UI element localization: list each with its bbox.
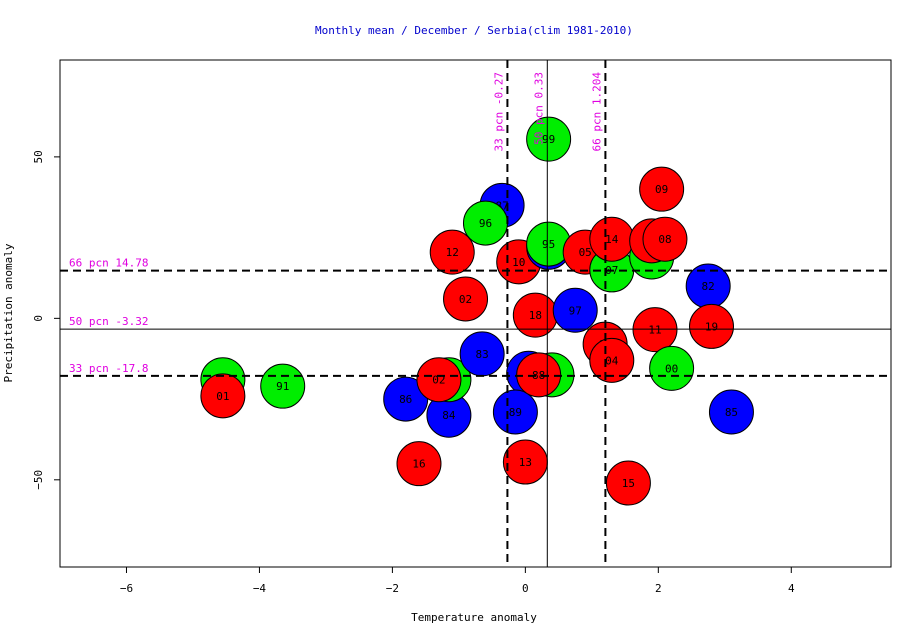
x-tick-label: −4 [253, 582, 267, 595]
plot-frame [59, 59, 892, 568]
point-label: 13 [519, 456, 532, 469]
x-tick-label: −6 [120, 582, 133, 595]
vline-label: 50 pcn 0.33 [532, 72, 545, 145]
data-point-15 [605, 460, 651, 506]
data-point-97 [552, 287, 598, 333]
point-label: 86 [399, 393, 412, 406]
point-label: 14 [605, 233, 619, 246]
point-label: 88 [532, 369, 545, 382]
data-point-02 [443, 276, 489, 322]
data-point-12 [429, 229, 475, 275]
data-point-02 [416, 357, 462, 403]
point-label: 84 [442, 409, 456, 422]
point-label: 02 [459, 293, 472, 306]
point-label: 10 [512, 256, 525, 269]
hline-label: 66 pcn 14.78 [69, 257, 148, 270]
hline-label: 33 pcn -17.8 [69, 362, 148, 375]
x-tick-label: 0 [522, 582, 529, 595]
point-label: 97 [569, 304, 582, 317]
point-label: 16 [412, 458, 425, 471]
point-label: 12 [446, 246, 459, 259]
point-label: 00 [665, 362, 678, 375]
data-point-16 [396, 441, 442, 487]
data-point-99 [526, 116, 572, 162]
x-axis-label: Temperature anomaly [411, 611, 537, 624]
vline-label: 66 pcn 1.204 [590, 72, 603, 152]
data-point-89 [492, 389, 538, 435]
data-point-04 [589, 337, 635, 383]
point-label: 04 [605, 354, 619, 367]
data-point-11 [632, 307, 678, 353]
point-label: 18 [529, 309, 542, 322]
point-label: 91 [276, 380, 289, 393]
plot-area: −6−4−2024−500509801918616842202120287968… [32, 60, 891, 595]
hline-label: 50 pcn -3.32 [69, 315, 148, 328]
y-tick-label: 50 [32, 150, 45, 163]
point-label: 11 [648, 324, 661, 337]
point-label: 08 [658, 233, 671, 246]
point-label: 02 [432, 374, 445, 387]
chart-title: Monthly mean / December / Serbia(clim 19… [315, 24, 633, 37]
data-point-19 [689, 303, 735, 349]
point-label: 83 [476, 348, 489, 361]
x-tick-label: 2 [655, 582, 662, 595]
y-axis-label: Precipitation anomaly [2, 243, 15, 382]
point-label: 85 [725, 406, 738, 419]
point-label: 01 [216, 390, 229, 403]
vline-label: 33 pcn -0.27 [492, 72, 505, 151]
point-label: 82 [702, 280, 715, 293]
x-tick-label: 4 [788, 582, 795, 595]
point-label: 95 [542, 238, 555, 251]
data-point-08 [642, 216, 688, 262]
data-point-00 [649, 345, 695, 391]
point-label: 19 [705, 320, 718, 333]
x-tick-label: −2 [386, 582, 399, 595]
point-label: 89 [509, 406, 522, 419]
data-point-85 [708, 389, 754, 435]
point-label: 96 [479, 217, 492, 230]
y-tick-label: 0 [32, 315, 45, 322]
y-tick-label: −50 [32, 470, 45, 490]
point-label: 15 [622, 477, 635, 490]
point-label: 09 [655, 183, 668, 196]
point-label: 99 [542, 133, 555, 146]
data-point-01 [200, 373, 246, 419]
point-label: 05 [579, 246, 592, 259]
data-point-09 [639, 166, 685, 212]
